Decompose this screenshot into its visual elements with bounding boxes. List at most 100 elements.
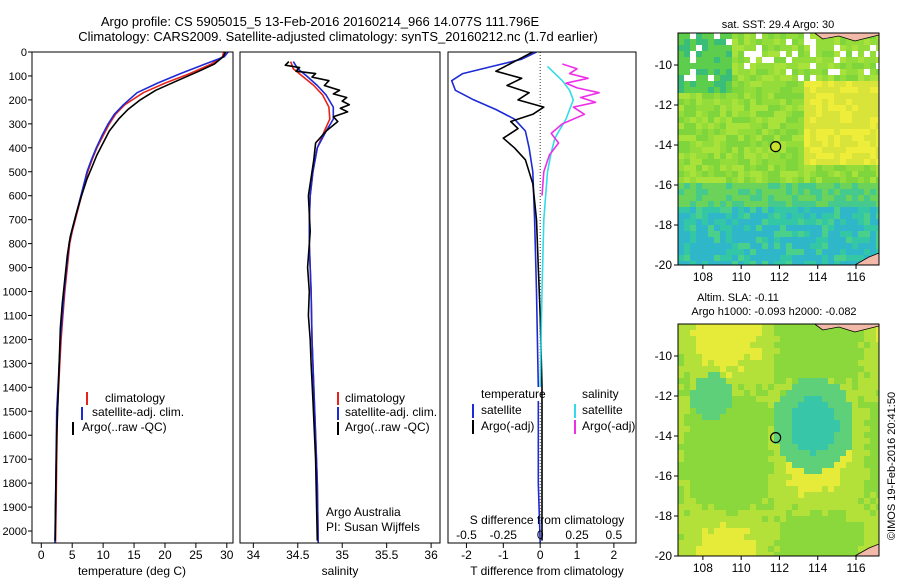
sla-heatmap-cell: [750, 372, 756, 378]
sla-heatmap-cell: [786, 444, 792, 450]
sla-heatmap-cell: [702, 432, 708, 438]
sla-heatmap-cell: [804, 498, 810, 504]
sla-heatmap-cell: [840, 396, 846, 402]
sla-heatmap-cell: [828, 528, 834, 534]
sst-heatmap-cell: [810, 51, 816, 57]
sla-heatmap-cell: [840, 408, 846, 414]
sst-heatmap-cell: [684, 75, 690, 81]
sla-heatmap-cell: [834, 552, 840, 556]
sla-heatmap-cell: [732, 426, 738, 432]
sla-heatmap-cell: [750, 486, 756, 492]
sst-heatmap-cell: [858, 201, 864, 207]
sst-heatmap-cell: [798, 141, 804, 147]
sla-heatmap-cell: [750, 408, 756, 414]
sla-heatmap-cell: [870, 342, 876, 348]
sla-heatmap-cell: [756, 552, 762, 556]
sst-heatmap-cell: [876, 33, 879, 39]
sst-heatmap-cell: [780, 105, 786, 111]
sst-heatmap-cell: [864, 159, 870, 165]
sla-heatmap-cell: [870, 372, 876, 378]
sla-heatmap-cell: [696, 348, 702, 354]
sst-heatmap-cell: [810, 183, 816, 189]
sla-heatmap-cell: [690, 492, 696, 498]
sla-heatmap-cell: [804, 432, 810, 438]
sst-heatmap-cell: [852, 219, 858, 225]
sst-heatmap-cell: [822, 177, 828, 183]
sla-heatmap-cell: [876, 534, 879, 540]
sst-heatmap-cell: [696, 255, 702, 261]
sst-heatmap-cell: [834, 219, 840, 225]
sla-heatmap-cell: [792, 384, 798, 390]
sst-heatmap-cell: [696, 135, 702, 141]
sla-heatmap-cell: [846, 438, 852, 444]
sla-heatmap-cell: [690, 456, 696, 462]
sst-heatmap-cell: [846, 117, 852, 123]
sst-heatmap-cell: [744, 135, 750, 141]
sla-heatmap-cell: [726, 552, 732, 556]
temperature-series-0: [54, 52, 225, 543]
sla-heatmap-cell: [822, 522, 828, 528]
sla-heatmap-cell: [804, 414, 810, 420]
sla-heatmap-cell: [684, 348, 690, 354]
sst-heatmap-cell: [798, 93, 804, 99]
sst-heatmap-cell: [702, 63, 708, 69]
sla-heatmap-cell: [798, 402, 804, 408]
sla-heatmap-cell: [702, 444, 708, 450]
sst-heatmap-cell: [690, 189, 696, 195]
sla-heatmap-cell: [702, 414, 708, 420]
sst-heatmap-cell: [816, 225, 822, 231]
sst-heatmap-cell: [738, 93, 744, 99]
sst-heatmap-cell: [780, 243, 786, 249]
sst-heatmap-cell: [834, 165, 840, 171]
sla-heatmap-cell: [702, 510, 708, 516]
sst-heatmap-cell: [732, 207, 738, 213]
sst-heatmap-cell: [840, 237, 846, 243]
sst-heatmap-cell: [870, 81, 876, 87]
sst-heatmap-cell: [684, 237, 690, 243]
sla-heatmap-cell: [876, 468, 879, 474]
sla-heatmap-cell: [714, 468, 720, 474]
sla-heatmap-cell: [726, 540, 732, 546]
sla-heatmap-cell: [750, 324, 756, 330]
sst-heatmap-cell: [768, 129, 774, 135]
sla-heatmap-cell: [780, 408, 786, 414]
sst-heatmap-cell: [726, 213, 732, 219]
sst-heatmap-cell: [876, 147, 879, 153]
sst-heatmap-cell: [762, 261, 768, 265]
sla-heatmap-cell: [828, 546, 834, 552]
sla-heatmap-cell: [810, 408, 816, 414]
sst-heatmap-cell: [726, 51, 732, 57]
sla-heatmap-cell: [852, 468, 858, 474]
sst-heatmap-cell: [798, 99, 804, 105]
sla-heatmap-cell: [744, 342, 750, 348]
sla-heatmap-cell: [846, 384, 852, 390]
sst-heatmap-cell: [774, 237, 780, 243]
sst-heatmap-cell: [756, 219, 762, 225]
sla-heatmap-cell: [732, 534, 738, 540]
sst-heatmap-cell: [684, 117, 690, 123]
sst-heatmap-cell: [762, 147, 768, 153]
sst-heatmap-cell: [852, 171, 858, 177]
sst-heatmap-cell: [846, 87, 852, 93]
sst-heatmap-cell: [816, 153, 822, 159]
sst-heatmap-cell: [696, 177, 702, 183]
imos-credit: ©IMOS 19-Feb-2016 20:41:50: [886, 392, 898, 540]
sla-heatmap-cell: [762, 336, 768, 342]
sla-heatmap-cell: [678, 552, 684, 556]
sst-heatmap-cell: [876, 111, 879, 117]
sst-heatmap-cell: [726, 171, 732, 177]
sst-heatmap-cell: [858, 231, 864, 237]
sla-heatmap-cell: [714, 450, 720, 456]
sst-heatmap-cell: [714, 81, 720, 87]
sla-heatmap-cell: [846, 528, 852, 534]
sst-heatmap-cell: [732, 99, 738, 105]
sst-heatmap-cell: [798, 123, 804, 129]
sla-heatmap-cell: [774, 540, 780, 546]
sst-heatmap-cell: [846, 93, 852, 99]
sla-heatmap-cell: [774, 414, 780, 420]
salinity-series-2: [284, 61, 351, 541]
sla-heatmap-cell: [744, 444, 750, 450]
sla-heatmap-cell: [690, 408, 696, 414]
sst-heatmap-cell: [696, 231, 702, 237]
sla-heatmap-cell: [756, 354, 762, 360]
